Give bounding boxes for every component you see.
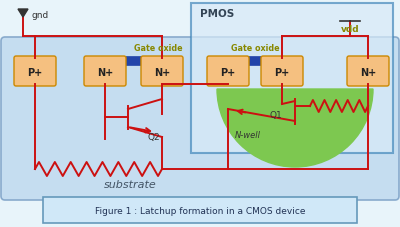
FancyBboxPatch shape <box>347 57 389 87</box>
Text: Gate oxide: Gate oxide <box>231 44 279 53</box>
Text: P+: P+ <box>220 68 236 78</box>
Text: Figure 1 : Latchup formation in a CMOS device: Figure 1 : Latchup formation in a CMOS d… <box>95 207 305 216</box>
Text: PMOS: PMOS <box>200 9 234 19</box>
Text: Q2: Q2 <box>148 132 161 141</box>
FancyBboxPatch shape <box>1 38 399 200</box>
Text: N+: N+ <box>154 68 170 78</box>
Text: P+: P+ <box>274 68 290 78</box>
Wedge shape <box>217 90 373 167</box>
Text: Q1: Q1 <box>270 111 283 119</box>
Polygon shape <box>18 10 28 18</box>
Text: N+: N+ <box>360 68 376 78</box>
FancyBboxPatch shape <box>43 197 357 223</box>
Bar <box>218 57 266 66</box>
FancyBboxPatch shape <box>84 57 126 87</box>
FancyBboxPatch shape <box>261 57 303 87</box>
Text: vdd: vdd <box>341 25 359 34</box>
Text: P+: P+ <box>27 68 43 78</box>
FancyBboxPatch shape <box>14 57 56 87</box>
Bar <box>120 57 168 66</box>
FancyBboxPatch shape <box>207 57 249 87</box>
FancyBboxPatch shape <box>191 4 393 153</box>
Text: Gate oxide: Gate oxide <box>134 44 182 53</box>
FancyBboxPatch shape <box>141 57 183 87</box>
Text: N+: N+ <box>97 68 113 78</box>
Text: gnd: gnd <box>31 11 48 20</box>
Text: substrate: substrate <box>104 179 156 189</box>
Text: N-well: N-well <box>235 131 261 139</box>
